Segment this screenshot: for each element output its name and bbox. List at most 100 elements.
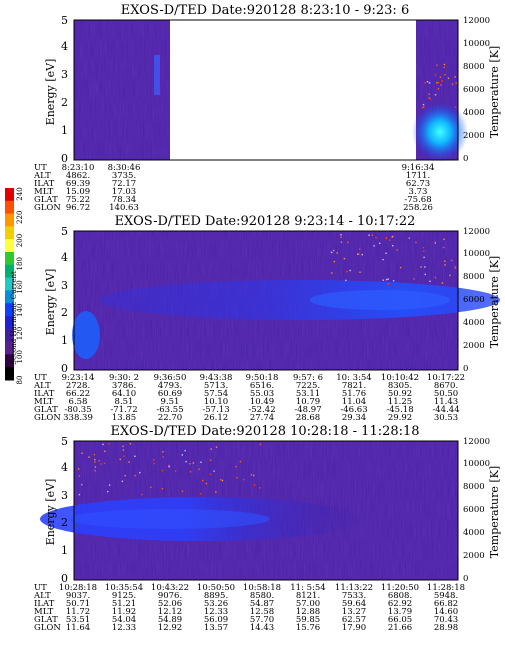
colorbar-block xyxy=(5,200,14,215)
ytick: 1 xyxy=(61,544,68,557)
table-cell: 12.12 xyxy=(158,607,182,617)
speckle xyxy=(382,258,384,261)
speckle xyxy=(359,271,361,273)
speckle xyxy=(392,280,395,282)
colorbar-tick: 180 xyxy=(16,257,24,270)
speckle xyxy=(181,454,183,456)
speckle xyxy=(189,471,192,473)
speckle xyxy=(426,81,429,83)
speckle xyxy=(81,452,83,454)
table-cell: 14.60 xyxy=(434,607,458,617)
table-cell: -52.42 xyxy=(248,405,275,415)
panel-2: EXOS-D/TED Date:920128 9:23:14 - 10:17:2… xyxy=(33,214,501,423)
table-column: 11:13:22 7533. 59.64 13.27 62.57 17.90 xyxy=(335,583,373,633)
speckle xyxy=(153,462,155,465)
table-cell: 50.71 xyxy=(66,599,90,609)
speckle xyxy=(93,453,96,456)
table-cell: 29.92 xyxy=(388,413,412,423)
y2tick: 0 xyxy=(463,364,468,374)
table-cell: 9:36:50 xyxy=(154,373,187,383)
y2tick: 6000 xyxy=(463,505,485,515)
colorbar: 240 220 200 180 160 140 120 100 80 Second Harmon… xyxy=(5,187,24,384)
table-cell: 9125. xyxy=(112,591,136,601)
table-cell: 53.26 xyxy=(204,599,228,609)
speckle xyxy=(434,94,437,96)
speckle xyxy=(447,77,450,79)
speckle xyxy=(434,74,437,76)
table-cell: 11.25 xyxy=(388,397,412,407)
speckle xyxy=(382,279,384,281)
speckle xyxy=(436,82,438,84)
panel-3-plot xyxy=(40,440,459,581)
speckle xyxy=(98,460,100,462)
speckle xyxy=(423,256,425,259)
speckle xyxy=(205,482,207,485)
y2tick: 4000 xyxy=(463,528,485,538)
table-cell: 66.82 xyxy=(434,599,458,609)
table-cell: 29.34 xyxy=(342,413,366,423)
speckle xyxy=(94,466,97,468)
table-cell: 52.06 xyxy=(158,599,182,609)
panel-3-table: UT ALT ILAT MLT GLAT GLON 10:28:18 9037.… xyxy=(33,583,465,633)
speckle xyxy=(333,260,335,263)
speckle xyxy=(361,253,363,256)
speckle xyxy=(396,249,398,251)
colorbar-tick: 200 xyxy=(16,234,24,247)
table-column: 10:58:18 8580. 54.87 12.58 57.70 14.43 xyxy=(243,583,281,633)
table-cell: -57.13 xyxy=(202,405,229,415)
table-cell: 140.63 xyxy=(109,203,139,213)
y2tick: 4000 xyxy=(463,108,485,118)
row-label: GLON xyxy=(34,203,61,213)
table-cell: 10.79 xyxy=(296,397,320,407)
table-cell: 13.79 xyxy=(388,607,412,617)
table-cell: 21.66 xyxy=(388,623,412,633)
table-cell: 10:17:22 xyxy=(427,373,465,383)
table-cell: 8580. xyxy=(250,591,274,601)
speckle xyxy=(189,463,191,465)
speckle xyxy=(250,474,253,476)
speckle xyxy=(209,459,212,461)
table-cell: 75.22 xyxy=(66,195,90,205)
table-cell: 258.26 xyxy=(403,203,433,213)
table-cell: 51.21 xyxy=(112,599,136,609)
y2tick: 0 xyxy=(463,154,468,164)
colorbar-tick: 120 xyxy=(16,327,24,340)
ytick: 1 xyxy=(61,124,68,137)
colorbar-block xyxy=(5,226,14,240)
row-label: ALT xyxy=(33,171,51,181)
table-cell: 28.68 xyxy=(296,413,320,423)
row-label: ALT xyxy=(33,381,51,391)
table-cell: 8670. xyxy=(434,381,458,391)
colorbar-block xyxy=(5,188,14,202)
table-cell: 9:43:38 xyxy=(200,373,233,383)
colorbar-block xyxy=(5,354,14,368)
speckle xyxy=(443,238,445,240)
ytick: 5 xyxy=(61,14,68,27)
table-cell: 9:23:14 xyxy=(62,373,95,383)
speckle xyxy=(122,445,124,448)
panel-2-plot xyxy=(72,230,500,371)
table-cell: 62.92 xyxy=(388,599,412,609)
speckle xyxy=(121,480,124,482)
panel-1-title: EXOS-D/TED Date:920128 8:23:10 - 9:23: 6 xyxy=(121,3,409,18)
table-cell: 5948. xyxy=(434,591,458,601)
y2tick: 6000 xyxy=(463,295,485,305)
colorbar-tick: 240 xyxy=(16,187,24,200)
speckle xyxy=(423,250,425,252)
row-label: GLAT xyxy=(34,405,58,415)
table-column: 10:50:50 8895. 53.26 12.33 56.09 13.57 xyxy=(197,583,235,633)
panel-1-right-axis: 0 2000 4000 6000 8000 10000 12000 Temper… xyxy=(463,16,501,164)
speckle xyxy=(221,479,224,482)
table-cell: 8:23:10 xyxy=(62,163,95,173)
y2tick: 12000 xyxy=(463,227,490,237)
table-column: 11:28:18 5948. 66.82 14.60 70.43 28.98 xyxy=(427,583,465,633)
speckle xyxy=(235,465,237,468)
speckle xyxy=(108,443,110,445)
panel-3-frame xyxy=(73,440,459,581)
y2tick: 2000 xyxy=(463,341,485,351)
speckle xyxy=(385,278,388,281)
speckle xyxy=(340,236,342,238)
table-cell: 9076. xyxy=(158,591,182,601)
speckle xyxy=(428,97,430,99)
panel-2-frame xyxy=(73,230,459,371)
